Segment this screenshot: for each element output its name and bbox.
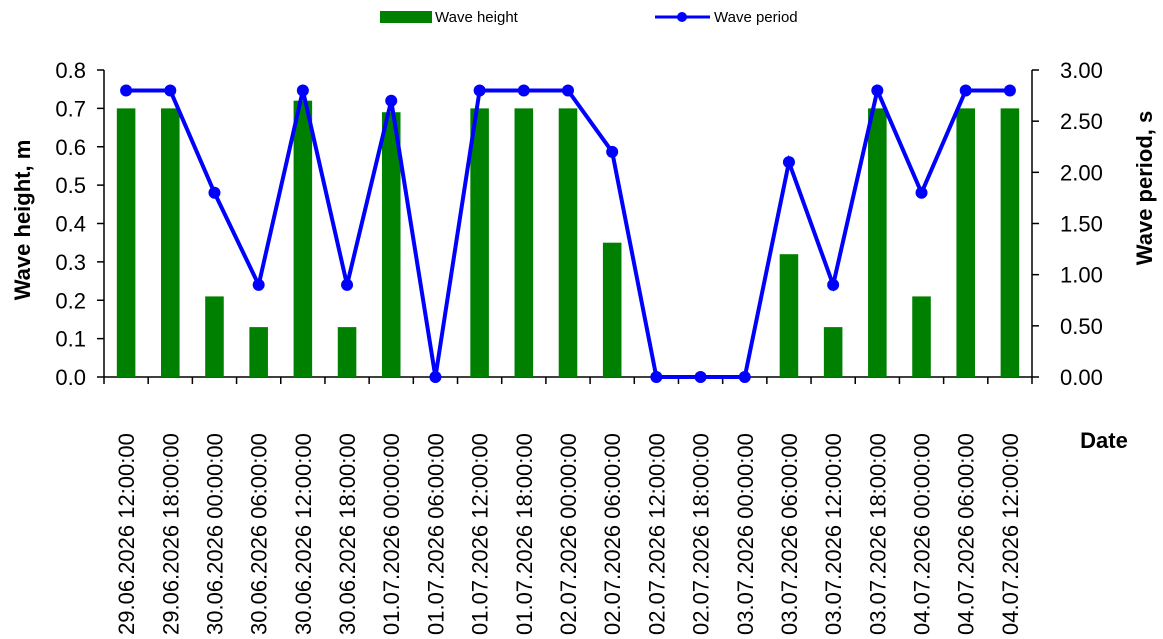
wave-height-bar: [470, 108, 489, 377]
right-y-ticks: 0.00 0.50 1.00 1.50 2.00 2.50 3.00: [1032, 58, 1103, 390]
left-y-tick-label: 0.7: [55, 96, 86, 121]
left-y-tick-label: 0.6: [55, 135, 86, 160]
right-y-tick-label: 0.00: [1060, 365, 1103, 390]
wave-period-point: [1003, 84, 1016, 97]
left-y-tick-label: 0.5: [55, 173, 86, 198]
x-ticks: [103, 377, 1033, 384]
x-date-label: 01.07.2026 00:00:00: [379, 433, 404, 635]
x-date-label: 29.06.2026 18:00:00: [158, 433, 183, 635]
wave-height-bar: [293, 100, 313, 377]
wave-period-point: [827, 278, 840, 291]
x-date-label: 29.06.2026 12:00:00: [114, 433, 139, 635]
x-date-label: 03.07.2026 18:00:00: [865, 433, 890, 635]
x-date-label: 03.07.2026 00:00:00: [733, 433, 758, 635]
x-date-label: 30.06.2026 06:00:00: [247, 433, 272, 635]
wave-height-bar: [602, 242, 622, 377]
wave-period-point: [915, 186, 928, 199]
date-labels: 29.06.2026 12:00:00 29.06.2026 18:00:00 30…: [114, 433, 1023, 635]
legend: Wave height Wave period: [380, 9, 798, 26]
wave-period-point: [164, 84, 177, 97]
wave-height-bar: [116, 108, 136, 377]
x-date-label: 01.07.2026 06:00:00: [423, 433, 448, 635]
wave-period-point: [606, 145, 619, 158]
wave-period-point: [650, 371, 663, 383]
wave-height-bar: [249, 327, 268, 377]
wave-height-bars: [116, 100, 1020, 378]
x-axis-title: Date: [1080, 428, 1128, 453]
wave-period-point: [694, 371, 707, 383]
x-date-label: 04.07.2026 12:00:00: [998, 433, 1023, 635]
x-date-label: 02.07.2026 12:00:00: [644, 433, 669, 635]
wave-period-point: [296, 84, 309, 97]
right-y-tick-label: 3.00: [1060, 58, 1103, 83]
wave-period-point: [517, 84, 530, 97]
left-y-tick-label: 0.8: [55, 58, 86, 83]
x-date-label: 01.07.2026 18:00:00: [512, 433, 537, 635]
wave-period-point: [341, 278, 354, 291]
x-date-label: 02.07.2026 00:00:00: [556, 433, 581, 635]
wave-period-point: [385, 94, 398, 107]
x-date-label: 30.06.2026 12:00:00: [291, 433, 316, 635]
x-date-label: 04.07.2026 00:00:00: [910, 433, 935, 635]
left-y-tick-label: 0.4: [55, 212, 86, 237]
x-date-label: 02.07.2026 18:00:00: [689, 433, 714, 635]
x-date-label: 30.06.2026 00:00:00: [202, 433, 227, 635]
wave-height-bar: [205, 296, 224, 377]
wave-period-point: [738, 371, 751, 383]
wave-period-point: [959, 84, 972, 97]
legend-label-wave-period: Wave period: [714, 9, 798, 26]
wave-height-bar: [956, 108, 975, 377]
left-y-tick-label: 0.3: [55, 250, 86, 275]
left-axis-title: Wave height, m: [10, 140, 35, 301]
wave-period-point: [473, 84, 486, 97]
right-y-tick-label: 2.50: [1060, 109, 1103, 134]
wave-height-bar: [558, 108, 578, 377]
legend-swatch-wave-height: [380, 11, 432, 23]
right-y-tick-label: 2.00: [1060, 160, 1103, 185]
right-y-tick-label: 1.00: [1060, 263, 1103, 288]
wave-period-points: [120, 84, 1016, 383]
wave-period-point: [871, 84, 884, 97]
wave-height-bar: [868, 108, 887, 377]
left-y-tick-label: 0.2: [55, 288, 86, 313]
wave-period-point: [252, 278, 265, 291]
right-y-tick-label: 1.50: [1060, 212, 1103, 237]
wave-period-point: [782, 156, 795, 169]
x-date-label: 02.07.2026 06:00:00: [600, 433, 625, 635]
x-date-label: 01.07.2026 12:00:00: [468, 433, 493, 635]
left-y-ticks: 0.0 0.1 0.2 0.3 0.4 0.5 0.6 0.7 0.8: [55, 58, 104, 390]
x-date-label: 03.07.2026 12:00:00: [821, 433, 846, 635]
wave-period-point: [562, 84, 574, 97]
wave-height-bar: [161, 108, 180, 377]
right-y-tick-label: 0.50: [1060, 314, 1103, 339]
x-date-label: 03.07.2026 06:00:00: [777, 433, 802, 635]
wave-height-bar: [337, 327, 357, 377]
left-y-tick-label: 0.0: [55, 365, 86, 390]
x-date-label: 04.07.2026 06:00:00: [954, 433, 979, 635]
legend-label-wave-height: Wave height: [435, 9, 519, 26]
legend-marker-wave-period: [677, 12, 687, 22]
left-y-tick-label: 0.1: [55, 327, 86, 352]
wave-height-bar: [912, 296, 931, 377]
wave-height-bar: [514, 108, 534, 377]
right-axis-title: Wave period, s: [1132, 111, 1157, 265]
wave-period-point: [208, 186, 221, 199]
x-date-label: 30.06.2026 18:00:00: [335, 433, 360, 635]
wave-height-bar: [1000, 108, 1020, 377]
wave-height-bar: [381, 112, 401, 378]
wave-period-point: [429, 371, 442, 383]
wave-height-bar: [823, 327, 843, 377]
wave-period-point: [120, 84, 133, 97]
wave-height-bar: [779, 254, 799, 377]
